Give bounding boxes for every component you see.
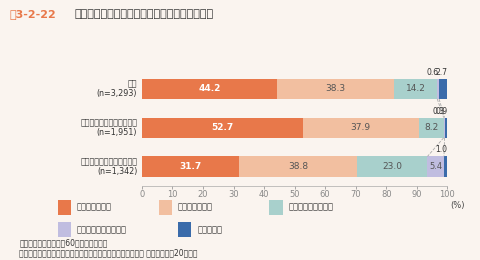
Text: まったく感じていない: まったく感じていない	[77, 225, 127, 234]
Bar	[438, 79, 446, 99]
Bar	[238, 157, 357, 177]
Bar	[436, 79, 438, 99]
Text: 37.9: 37.9	[350, 123, 370, 132]
Text: 総数: 総数	[128, 79, 137, 88]
Bar	[142, 157, 238, 177]
Text: 31.7: 31.7	[179, 162, 201, 171]
Text: (n=3,293): (n=3,293)	[96, 89, 137, 99]
Text: 十分感じている: 十分感じている	[77, 203, 112, 212]
Text: (n=1,951): (n=1,951)	[96, 128, 137, 137]
Text: 14.2: 14.2	[405, 84, 425, 93]
Bar	[444, 118, 446, 138]
Bar	[276, 79, 393, 99]
Bar	[142, 79, 276, 99]
Text: 注：調査対象は、全国60歳以上の男女。: 注：調査対象は、全国60歳以上の男女。	[19, 238, 108, 248]
Text: あまり感じていない: あまり感じていない	[288, 203, 333, 212]
Text: わからない: わからない	[197, 225, 222, 234]
Text: 23.0: 23.0	[382, 162, 401, 171]
Text: 8.2: 8.2	[423, 123, 437, 132]
Text: 2.7: 2.7	[434, 68, 446, 77]
Text: 38.8: 38.8	[288, 162, 307, 171]
Text: 38.3: 38.3	[324, 84, 345, 93]
Text: 0.9: 0.9	[434, 107, 446, 116]
Bar	[357, 157, 427, 177]
Text: 1.0: 1.0	[434, 146, 446, 154]
Bar	[302, 118, 418, 138]
Text: 5.4: 5.4	[428, 162, 442, 171]
Text: (%): (%)	[449, 201, 464, 210]
Text: グループ活動への参加状況別の生きがいの有無: グループ活動への参加状況別の生きがいの有無	[74, 9, 213, 19]
Text: 0.6: 0.6	[426, 68, 438, 77]
Text: 図3-2-22: 図3-2-22	[10, 9, 56, 19]
Text: 多少感じている: 多少感じている	[178, 203, 213, 212]
Bar	[443, 157, 446, 177]
Text: 52.7: 52.7	[211, 123, 233, 132]
Bar	[142, 118, 302, 138]
Text: 活動に参加したものがある: 活動に参加したものがある	[80, 118, 137, 127]
Text: 44.2: 44.2	[198, 84, 220, 93]
Bar	[418, 118, 443, 138]
Text: 0.3: 0.3	[432, 107, 444, 116]
Bar	[443, 118, 444, 138]
Text: 資料：内閣府「高齢者の地域社会への参加に関する意識調査 報告書（平成20年）」: 資料：内閣府「高齢者の地域社会への参加に関する意識調査 報告書（平成20年）」	[19, 248, 197, 257]
Bar	[427, 157, 443, 177]
Text: 活動に参加したものはない: 活動に参加したものはない	[80, 157, 137, 166]
Text: (n=1,342): (n=1,342)	[97, 167, 137, 176]
Bar	[393, 79, 436, 99]
